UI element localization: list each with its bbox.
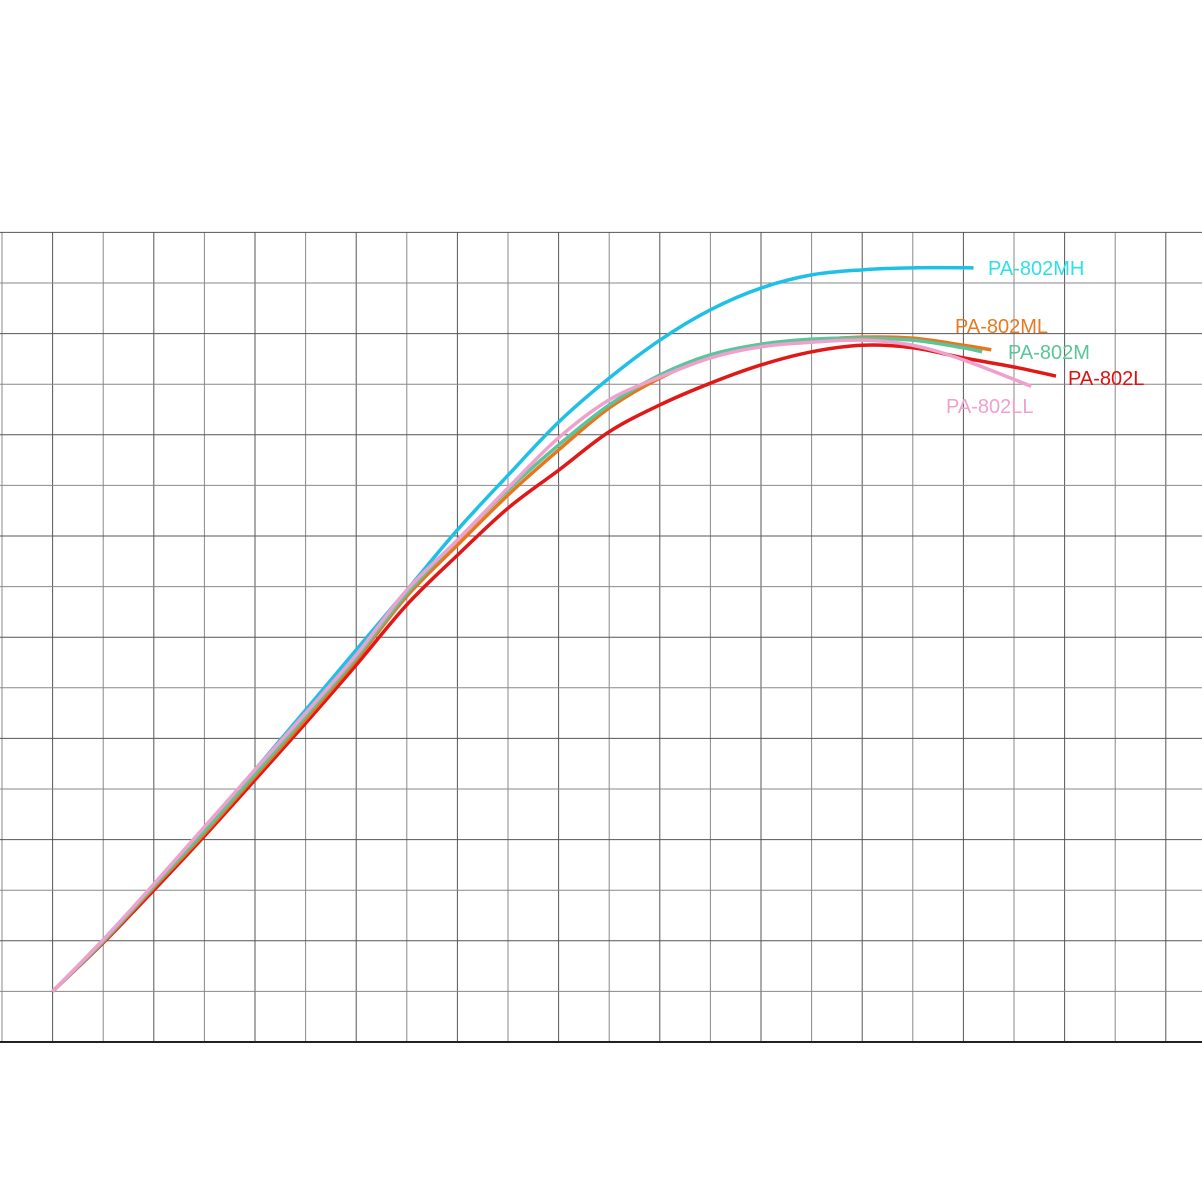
series-line-pa-802mh: [51, 265, 974, 993]
label-pa-802m: PA-802M: [1008, 342, 1090, 364]
series-lines: [51, 265, 1057, 993]
series-line-pa-802m: [51, 336, 983, 993]
label-pa-802l: PA-802L: [1068, 368, 1144, 390]
label-pa-802ml: PA-802ML: [955, 316, 1048, 338]
label-pa-802mh: PA-802MH: [988, 258, 1084, 280]
series-labels: PA-802MH PA-802ML PA-802M PA-802L PA-802…: [946, 258, 1144, 418]
grid: [0, 231, 1202, 1043]
label-pa-802ll: PA-802LL: [946, 396, 1033, 418]
series-line-pa-802ll: [51, 338, 1032, 993]
